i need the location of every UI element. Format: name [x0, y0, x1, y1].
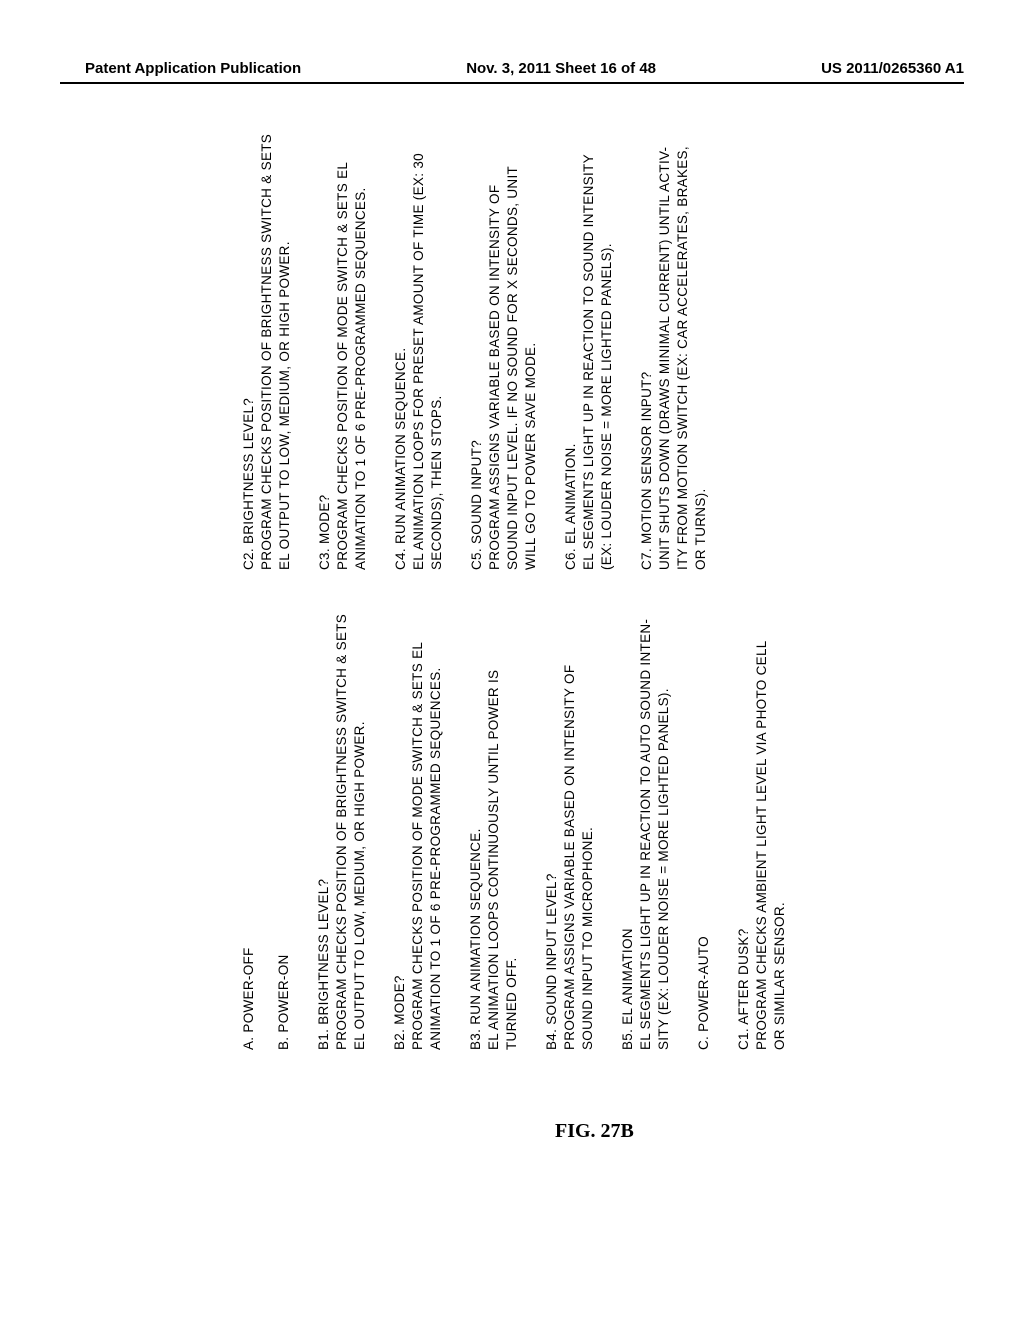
- header-left: Patent Application Publication: [85, 60, 301, 77]
- c4-line1: C4. RUN ANIMATION SEQUENCE.: [392, 348, 410, 570]
- c3-line2: PROGRAM CHECKS POSITION OF MODE SWITCH &…: [334, 162, 352, 570]
- b-power-on: B. POWER-ON: [275, 954, 293, 1050]
- c6-line2: EL SEGMENTS LIGHT UP IN REACTION TO SOUN…: [580, 154, 598, 570]
- c5-line2: PROGRAM ASSIGNS VARIABLE BASED ON INTENS…: [486, 185, 504, 570]
- c2-line1: C2. BRIGHTNESS LEVEL?: [240, 398, 258, 570]
- b2-line3: ANIMATION TO 1 OF 6 PRE-PROGRAMMED SEQUE…: [427, 667, 445, 1050]
- c3-line1: C3. MODE?: [316, 495, 334, 570]
- b4-line3: SOUND INPUT TO MICROPHONE.: [579, 827, 597, 1050]
- b1-line1: B1. BRIGHTNESS LEVEL?: [315, 879, 333, 1050]
- page-header: Patent Application Publication Nov. 3, 2…: [0, 60, 1024, 77]
- c-power-auto: C. POWER-AUTO: [695, 936, 713, 1050]
- c6-line3: (EX: LOUDER NOISE = MORE LIGHTED PANELS)…: [598, 243, 616, 570]
- c7-line2: UNIT SHUTS DOWN (DRAWS MINIMAL CURRENT) …: [656, 147, 674, 570]
- b1-line2: PROGRAM CHECKS POSITION OF BRIGHTNESS SW…: [333, 614, 351, 1050]
- c6-line1: C6. EL ANIMATION.: [562, 443, 580, 570]
- a-power-off: A. POWER-OFF: [240, 947, 258, 1050]
- b3-line1: B3. RUN ANIMATION SEQUENCE.: [467, 828, 485, 1050]
- c5-line1: C5. SOUND INPUT?: [468, 440, 486, 570]
- b3-line2: EL ANIMATION LOOPS CONTINUOUSLY UNTIL PO…: [485, 670, 503, 1050]
- c4-line3: SECONDS), THEN STOPS.: [428, 395, 446, 570]
- b2-line1: B2. MODE?: [391, 975, 409, 1050]
- header-rule: [60, 82, 964, 84]
- b5-line3: SITY (EX: LOUDER NOISE = MORE LIGHTED PA…: [655, 688, 673, 1050]
- b2-line2: PROGRAM CHECKS POSITION OF MODE SWITCH &…: [409, 642, 427, 1050]
- c7-line4: OR TURNS).: [692, 488, 710, 570]
- b4-line1: B4. SOUND INPUT LEVEL?: [543, 873, 561, 1050]
- c2-line2: PROGRAM CHECKS POSITION OF BRIGHTNESS SW…: [258, 134, 276, 570]
- b4-line2: PROGRAM ASSIGNS VARIABLE BASED ON INTENS…: [561, 665, 579, 1050]
- c7-line1: C7. MOTION SENSOR INPUT?: [638, 372, 656, 570]
- b3-line3: TURNED OFF.: [503, 957, 521, 1050]
- c2-line3: EL OUTPUT TO LOW, MEDIUM, OR HIGH POWER.: [276, 241, 294, 570]
- c5-line4: WILL GO TO POWER SAVE MODE.: [522, 343, 540, 570]
- figure-body: A. POWER-OFF B. POWER-ON B1. BRIGHTNESS …: [100, 130, 900, 1130]
- c5-line3: SOUND INPUT LEVEL. IF NO SOUND FOR X SEC…: [504, 166, 522, 570]
- c4-line2: EL ANIMATION LOOPS FOR PRESET AMOUNT OF …: [410, 153, 428, 570]
- c1-line3: OR SIMILAR SENSOR.: [771, 902, 789, 1050]
- b1-line3: EL OUTPUT TO LOW, MEDIUM, OR HIGH POWER.: [351, 721, 369, 1050]
- header-right: US 2011/0265360 A1: [821, 60, 964, 77]
- figure-label: FIG. 27B: [555, 1120, 634, 1143]
- b5-line1: B5. EL ANIMATION: [619, 928, 637, 1050]
- c7-line3: ITY FROM MOTION SWITCH (EX: CAR ACCELERA…: [674, 146, 692, 570]
- c1-line2: PROGRAM CHECKS AMBIENT LIGHT LEVEL VIA P…: [753, 640, 771, 1050]
- header-center: Nov. 3, 2011 Sheet 16 of 48: [466, 60, 656, 77]
- b5-line2: EL SEGMENTS LIGHT UP IN REACTION TO AUTO…: [637, 619, 655, 1050]
- c3-line3: ANIMATION TO 1 OF 6 PRE-PROGRAMMED SEQUE…: [352, 187, 370, 570]
- c1-line1: C1. AFTER DUSK?: [735, 928, 753, 1050]
